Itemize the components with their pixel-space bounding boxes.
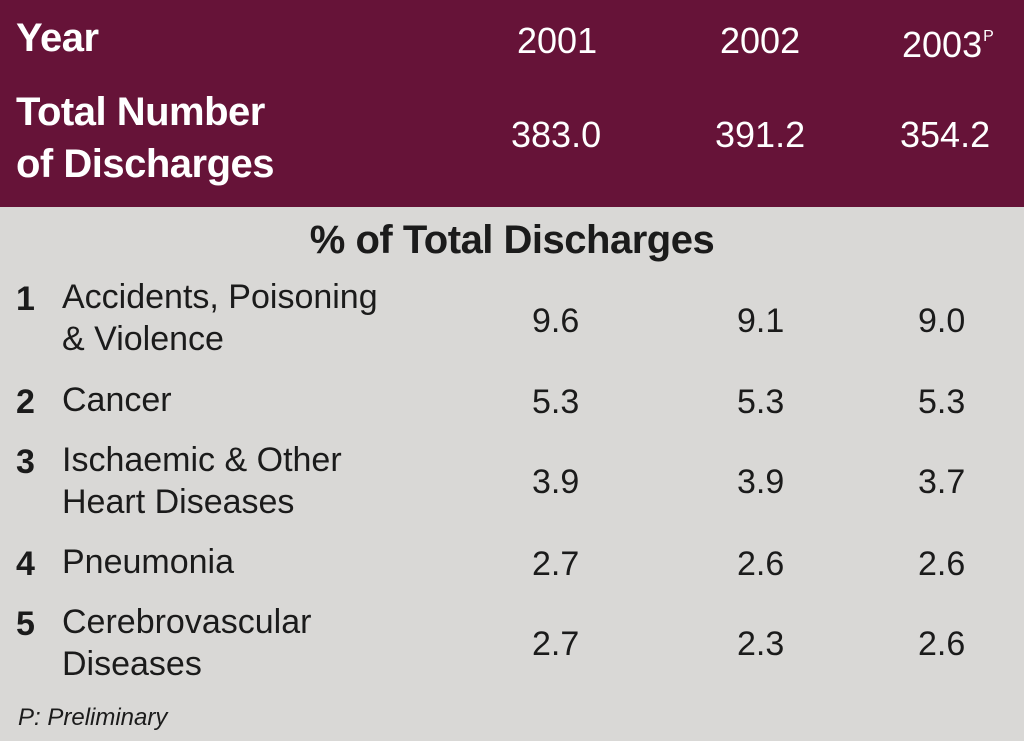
row-4-value-2001: 2.7	[532, 545, 580, 583]
row-2-label: Cancer	[62, 381, 172, 419]
row-3-label: Ischaemic & Other Heart Diseases	[62, 441, 342, 521]
total-2002: 391.2	[715, 114, 806, 155]
row-3-value-2003: 3.7	[918, 463, 966, 501]
body-title: % of Total Discharges	[309, 218, 715, 262]
year-label: Year	[16, 16, 99, 60]
row-1-value-2001: 9.6	[532, 302, 580, 340]
row-3-rank: 3	[16, 443, 35, 481]
total-label-line1: Total Number	[16, 90, 265, 134]
row-2-value-2003: 5.3	[918, 383, 966, 421]
row-5-value-2003: 2.6	[918, 625, 966, 663]
preliminary-mark: P	[983, 28, 994, 45]
year-2002: 2002	[720, 20, 801, 61]
year-2003: 2003P	[902, 24, 994, 65]
row-3-value-2001: 3.9	[532, 463, 580, 501]
row-4-value-2002: 2.6	[737, 545, 785, 583]
row-5-value-2002: 2.3	[737, 625, 785, 663]
row-2-rank: 2	[16, 383, 35, 421]
row-4-value-2003: 2.6	[918, 545, 966, 583]
total-2003: 354.2	[900, 114, 991, 155]
row-1-value-2003: 9.0	[918, 302, 966, 340]
row-3-value-2002: 3.9	[737, 463, 785, 501]
row-2-value-2001: 5.3	[532, 383, 580, 421]
table-header: Year 2001 2002 2003P Total Number of Dis…	[0, 0, 1024, 207]
row-5-rank: 5	[16, 605, 35, 643]
row-2-value-2002: 5.3	[737, 383, 785, 421]
row-5-label: Cerebrovascular Diseases	[62, 603, 312, 683]
total-label-line2: of Discharges	[16, 142, 275, 186]
footnote: P: Preliminary	[18, 704, 168, 731]
row-1-value-2002: 9.1	[737, 302, 785, 340]
year-2001: 2001	[517, 20, 598, 61]
row-4-label: Pneumonia	[62, 543, 235, 581]
row-1-rank: 1	[16, 280, 35, 318]
row-5-value-2001: 2.7	[532, 625, 580, 663]
row-1-label: Accidents, Poisoning & Violence	[62, 278, 378, 358]
total-2001: 383.0	[511, 114, 602, 155]
row-4-rank: 4	[16, 545, 35, 583]
